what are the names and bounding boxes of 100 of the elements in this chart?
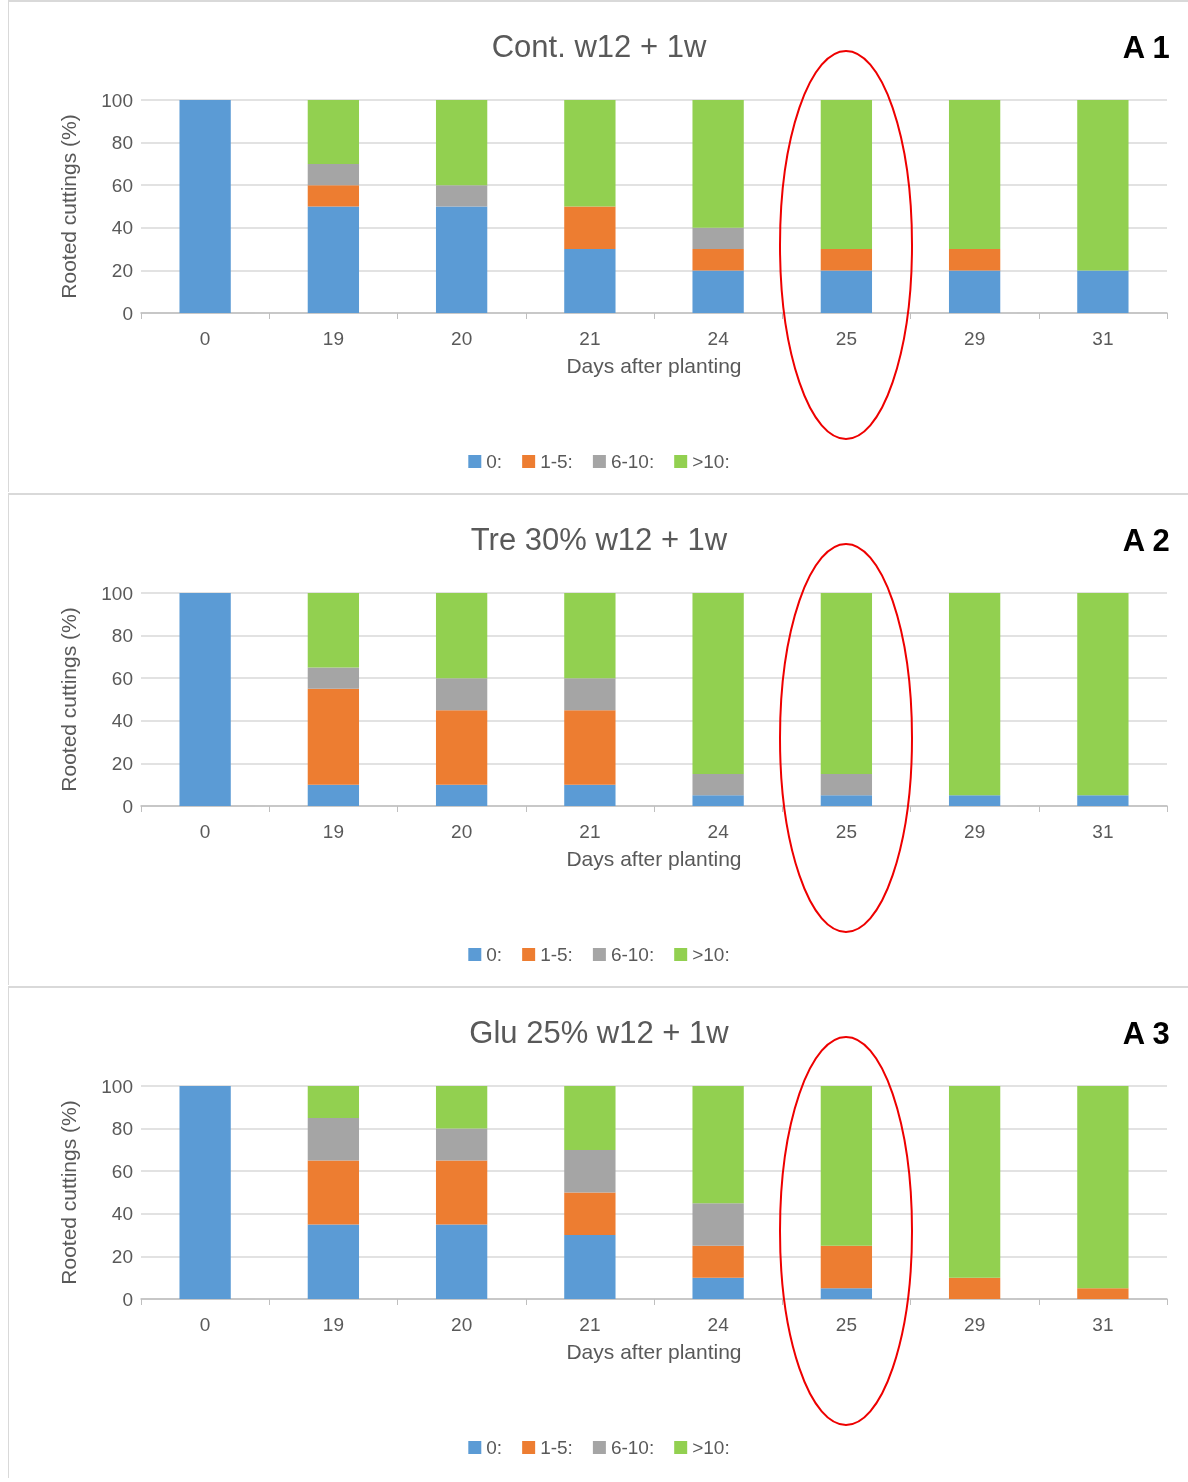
legend-label: 0: xyxy=(486,944,503,965)
text: A 3 xyxy=(1122,1016,1170,1051)
bar xyxy=(820,774,873,796)
x-tick-label: 25 xyxy=(835,821,857,842)
text: A 1 xyxy=(1122,30,1170,65)
y-tick-label: 100 xyxy=(101,89,133,111)
bar xyxy=(820,249,873,271)
y-tick-label: 60 xyxy=(111,667,133,689)
bar xyxy=(564,249,616,313)
x-tick-label: 21 xyxy=(579,328,601,349)
bar xyxy=(435,1224,488,1299)
bar xyxy=(435,593,488,679)
bar xyxy=(692,1203,744,1246)
y-axis-title: Rooted cuttings (%) xyxy=(57,114,80,299)
x-tick-label: 19 xyxy=(322,821,344,842)
x-tick-label: 21 xyxy=(579,821,601,842)
legend-label: 1-5: xyxy=(540,1437,573,1458)
x-tick-label: 0 xyxy=(199,821,211,842)
chart-title: Tre 30% w12 + 1w xyxy=(470,522,728,557)
bar xyxy=(307,1224,360,1299)
bar xyxy=(307,100,360,164)
x-tick-label: 19 xyxy=(322,328,344,349)
bar xyxy=(307,185,360,207)
legend-label: 6-10: xyxy=(610,1437,655,1458)
y-tick-label: 100 xyxy=(101,582,133,604)
bar xyxy=(564,1149,616,1193)
legend-label: 6-10: xyxy=(610,944,655,965)
x-tick-label: 24 xyxy=(707,1314,730,1335)
bar xyxy=(307,667,360,689)
x-tick-label: 20 xyxy=(451,821,473,842)
x-axis-title: Days after planting xyxy=(566,847,742,870)
bar xyxy=(564,206,616,250)
legend-label: 6-10: xyxy=(610,451,655,472)
bar xyxy=(307,1086,360,1118)
y-axis-title: Rooted cuttings (%) xyxy=(57,1100,80,1285)
x-tick-label: 25 xyxy=(835,328,857,349)
x-tick-label: 20 xyxy=(451,1314,473,1335)
x-tick-label: 21 xyxy=(579,1314,601,1335)
chart-title: Cont. w12 + 1w xyxy=(491,29,707,64)
x-tick-label: 20 xyxy=(451,328,473,349)
y-tick-label: 20 xyxy=(111,1245,133,1267)
bar xyxy=(307,1160,360,1225)
y-tick-label: 0 xyxy=(122,1288,133,1310)
x-tick-label: 25 xyxy=(835,1314,857,1335)
bar xyxy=(692,1277,744,1299)
bar xyxy=(820,795,873,806)
legend-label: 1-5: xyxy=(540,451,573,472)
bar xyxy=(179,593,231,806)
bar xyxy=(948,593,1001,796)
bar xyxy=(1077,593,1129,796)
text: A 2 xyxy=(1122,523,1170,558)
bar xyxy=(692,795,744,806)
bar xyxy=(1077,1086,1129,1289)
bar xyxy=(435,710,488,785)
y-tick-label: 80 xyxy=(111,625,133,647)
bar xyxy=(692,774,744,796)
x-axis-title: Days after planting xyxy=(566,1340,742,1363)
x-tick-label: 19 xyxy=(322,1314,344,1335)
bar xyxy=(692,270,744,313)
bar xyxy=(820,1086,873,1246)
y-axis-title: Rooted cuttings (%) xyxy=(57,607,80,792)
x-axis-title: Days after planting xyxy=(566,354,742,377)
x-tick-label: 31 xyxy=(1092,821,1114,842)
bar xyxy=(692,100,744,228)
bar xyxy=(948,270,1001,313)
legend-label: 0: xyxy=(486,1437,503,1458)
y-tick-label: 20 xyxy=(111,752,133,774)
y-tick-label: 40 xyxy=(111,1203,133,1225)
bar xyxy=(564,1086,616,1150)
bar xyxy=(435,678,488,711)
bar xyxy=(307,688,360,785)
legend-label: >10: xyxy=(692,451,730,472)
bar xyxy=(564,784,616,806)
bar xyxy=(820,593,873,775)
bar xyxy=(564,593,616,679)
legend-label: >10: xyxy=(692,1437,730,1458)
bar xyxy=(820,270,873,313)
x-tick-label: 29 xyxy=(964,1314,986,1335)
bar xyxy=(435,185,488,207)
y-tick-label: 20 xyxy=(111,259,133,281)
bar xyxy=(948,100,1001,250)
bar xyxy=(692,249,744,271)
x-tick-label: 24 xyxy=(707,328,730,349)
y-tick-label: 80 xyxy=(111,1118,133,1140)
bar xyxy=(692,1245,744,1278)
bar xyxy=(948,1086,1001,1278)
bar xyxy=(435,1128,488,1161)
x-tick-label: 24 xyxy=(707,821,730,842)
y-tick-label: 40 xyxy=(111,710,133,732)
x-tick-label: 0 xyxy=(199,1314,211,1335)
legend-label: 1-5: xyxy=(540,944,573,965)
bar xyxy=(948,795,1001,806)
bar xyxy=(435,1160,488,1225)
bar xyxy=(307,593,360,668)
bar xyxy=(820,100,873,250)
bar xyxy=(564,678,616,711)
bar xyxy=(307,163,360,186)
bar xyxy=(692,1086,744,1204)
bar xyxy=(1077,1288,1129,1299)
bar xyxy=(307,206,360,313)
